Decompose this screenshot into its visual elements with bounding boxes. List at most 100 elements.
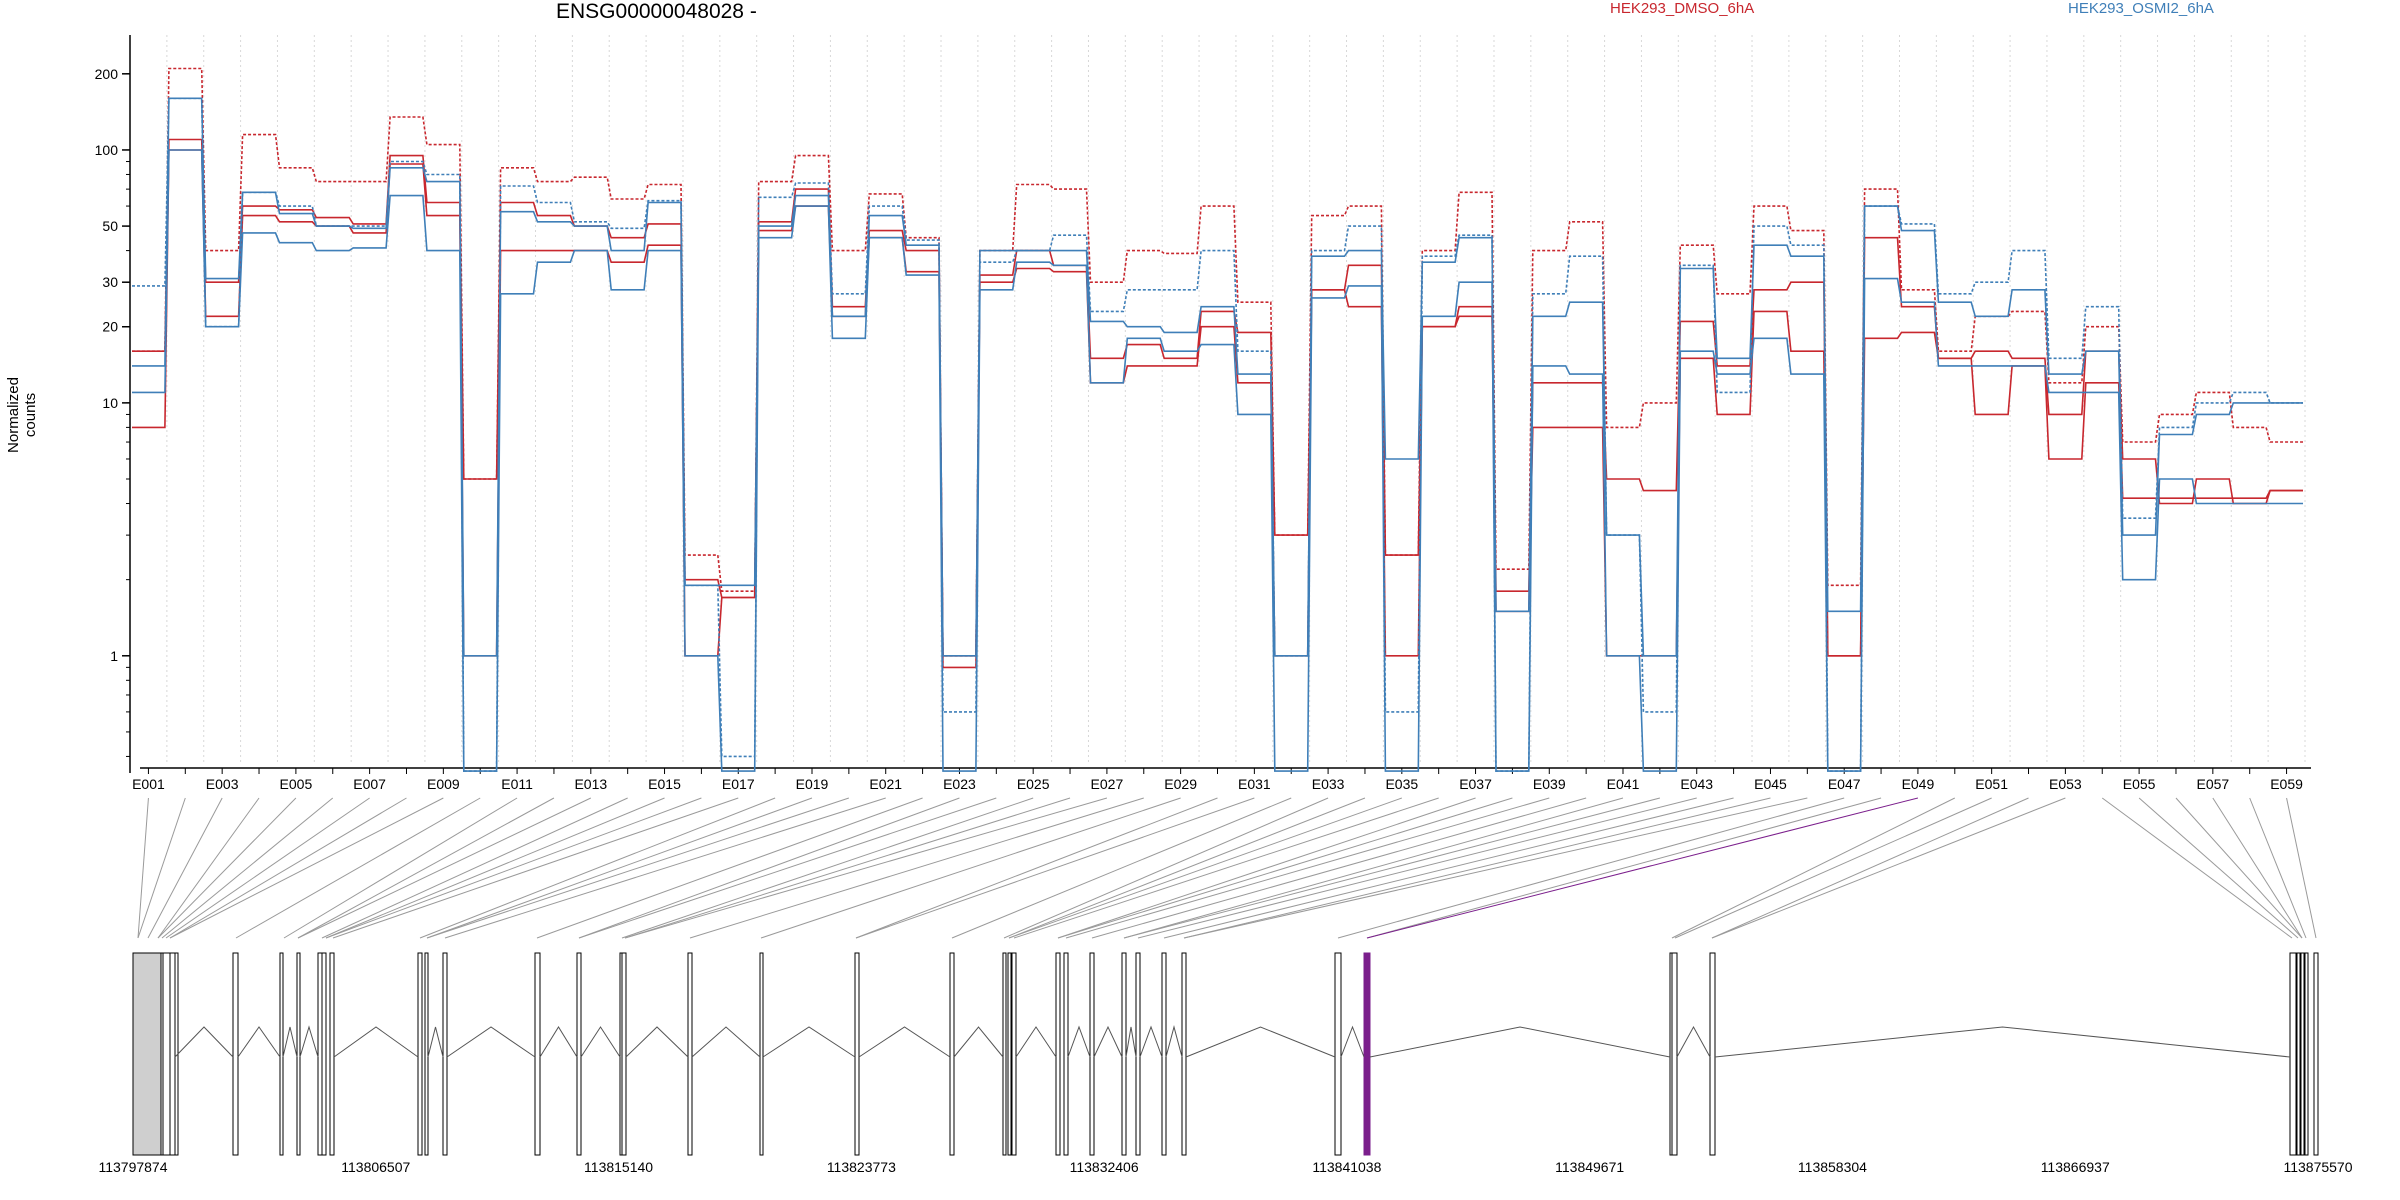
connector: [325, 797, 665, 939]
connector: [157, 797, 260, 939]
exon-box: [949, 952, 955, 1156]
exon-box: [621, 952, 627, 1156]
x-tick-label: E015: [648, 776, 681, 792]
connector: [2249, 797, 2307, 939]
connector: [2138, 797, 2299, 939]
exon-box: [534, 952, 541, 1156]
intron-line: [539, 1026, 578, 1058]
intron-line: [1185, 1026, 1336, 1058]
connector: [1057, 797, 1476, 939]
exon-box: [2289, 952, 2297, 1156]
connector: [1137, 797, 1697, 939]
connector: [137, 797, 186, 939]
connector: [1711, 797, 2029, 939]
connector: [578, 797, 960, 939]
exon-box: [321, 952, 327, 1156]
y-tick-label: 10: [102, 395, 118, 411]
intron-line: [858, 1026, 951, 1058]
exon-connectors: [137, 797, 2317, 939]
x-tick-label: E013: [574, 776, 607, 792]
exon-box: [1121, 952, 1127, 1156]
intron-line: [1676, 1025, 1711, 1058]
exon-box-highlighted: [1363, 952, 1371, 1156]
connector: [2175, 797, 2303, 939]
exon-box: [424, 952, 429, 1156]
connector: [2212, 797, 2303, 939]
x-tick-label: E003: [206, 776, 239, 792]
legend-entry-osmi2: HEK293_OSMI2_6hA: [2068, 0, 2214, 17]
genomic-coordinate-label: 113858304: [1798, 1159, 1867, 1175]
y-tick-label: 30: [102, 274, 118, 290]
connector: [621, 797, 1034, 939]
axes: 1 10 20 30 50 100 200 E001 E003 E005 E007 E009 E011 E…: [95, 35, 2311, 792]
exon-box: [576, 952, 582, 1156]
x-tick-label: E023: [943, 776, 976, 792]
exon-box: [1709, 952, 1716, 1156]
series-line-dmso: [132, 138, 2303, 657]
x-tick-label: E011: [501, 776, 533, 792]
series-line-osmi2: [132, 97, 2303, 772]
x-tick-label: E039: [1533, 776, 1566, 792]
intron-line: [427, 1026, 444, 1058]
exon-box: [854, 952, 860, 1156]
genomic-coordinate-label: 113875570: [2283, 1159, 2352, 1175]
connector: [1366, 797, 1882, 939]
connector: [1123, 797, 1624, 939]
x-tick-label: E047: [1828, 776, 1861, 792]
connector: [1183, 797, 1808, 939]
exon-box: [1063, 952, 1069, 1156]
connector: [1674, 797, 1992, 939]
connector: [2101, 797, 2293, 939]
intron-line: [580, 1026, 621, 1058]
intron-line: [174, 1026, 234, 1058]
exon-box: [1011, 952, 1017, 1156]
exon-box: [1334, 952, 1342, 1156]
legend-entry-dmso: HEK293_DMSO_6hA: [1610, 0, 1755, 17]
x-tick-label: E017: [722, 776, 755, 792]
series-line-osmi2: [132, 149, 2303, 772]
x-tick-label: E037: [1459, 776, 1492, 792]
connector: [325, 797, 702, 939]
exon-box: [2304, 952, 2309, 1156]
x-tick-label: E059: [2270, 776, 2303, 792]
intron-line: [1165, 1025, 1183, 1058]
connector: [297, 797, 555, 939]
connector: [1003, 797, 1329, 939]
x-tick-label: E049: [1902, 776, 1935, 792]
x-tick-label: E005: [280, 776, 313, 792]
exon-box: [169, 952, 176, 1156]
connector: [444, 797, 886, 939]
x-tick-label: E007: [353, 776, 386, 792]
intron-line: [1093, 1025, 1123, 1058]
intron-line: [953, 1026, 1004, 1058]
connector: [760, 797, 1181, 939]
gene-model: 113797874 113806507 113815140 113823773 1138…: [98, 952, 2353, 1175]
connector: [426, 797, 850, 939]
x-tick-label: E001: [132, 776, 165, 792]
connector: [855, 797, 1255, 939]
intron-line: [691, 1026, 761, 1058]
connector: [283, 797, 518, 939]
connector: [689, 797, 1144, 939]
genomic-coordinate-label: 113797874: [98, 1159, 167, 1175]
exon-box: [1671, 952, 1678, 1156]
x-tick-label: E057: [2196, 776, 2229, 792]
exon-box: [1002, 952, 1007, 1156]
chart-title: ENSG00000048028 -: [556, 0, 757, 23]
connector: [536, 797, 923, 939]
connector: [161, 797, 334, 939]
y-tick-label: 100: [95, 142, 119, 158]
connector: [1057, 797, 1513, 939]
x-tick-label: E029: [1164, 776, 1197, 792]
exon-box: [442, 952, 448, 1156]
genomic-coordinate-label: 113841038: [1312, 1159, 1381, 1175]
intron-line: [299, 1025, 319, 1058]
connector: [624, 797, 1071, 939]
intron-line: [333, 1026, 419, 1058]
intron-line: [237, 1026, 281, 1058]
connector: [1671, 797, 1956, 939]
intron-line: [1125, 1026, 1137, 1058]
connector: [147, 797, 223, 939]
connector: [578, 797, 997, 939]
genomic-coordinate-label: 113849671: [1555, 1159, 1624, 1175]
